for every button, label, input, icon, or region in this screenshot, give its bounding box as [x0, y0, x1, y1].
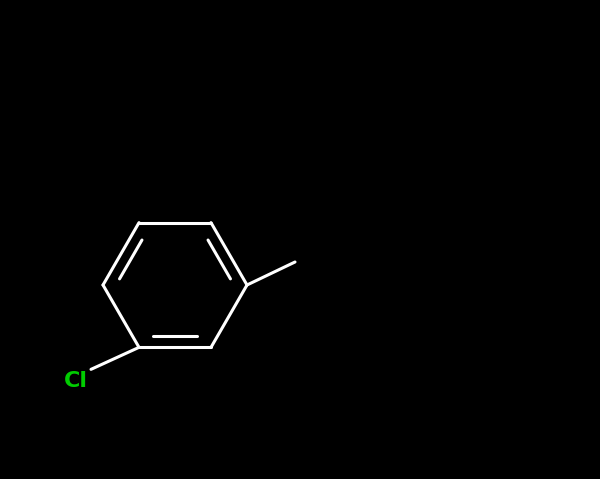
Text: Cl: Cl: [64, 371, 88, 391]
